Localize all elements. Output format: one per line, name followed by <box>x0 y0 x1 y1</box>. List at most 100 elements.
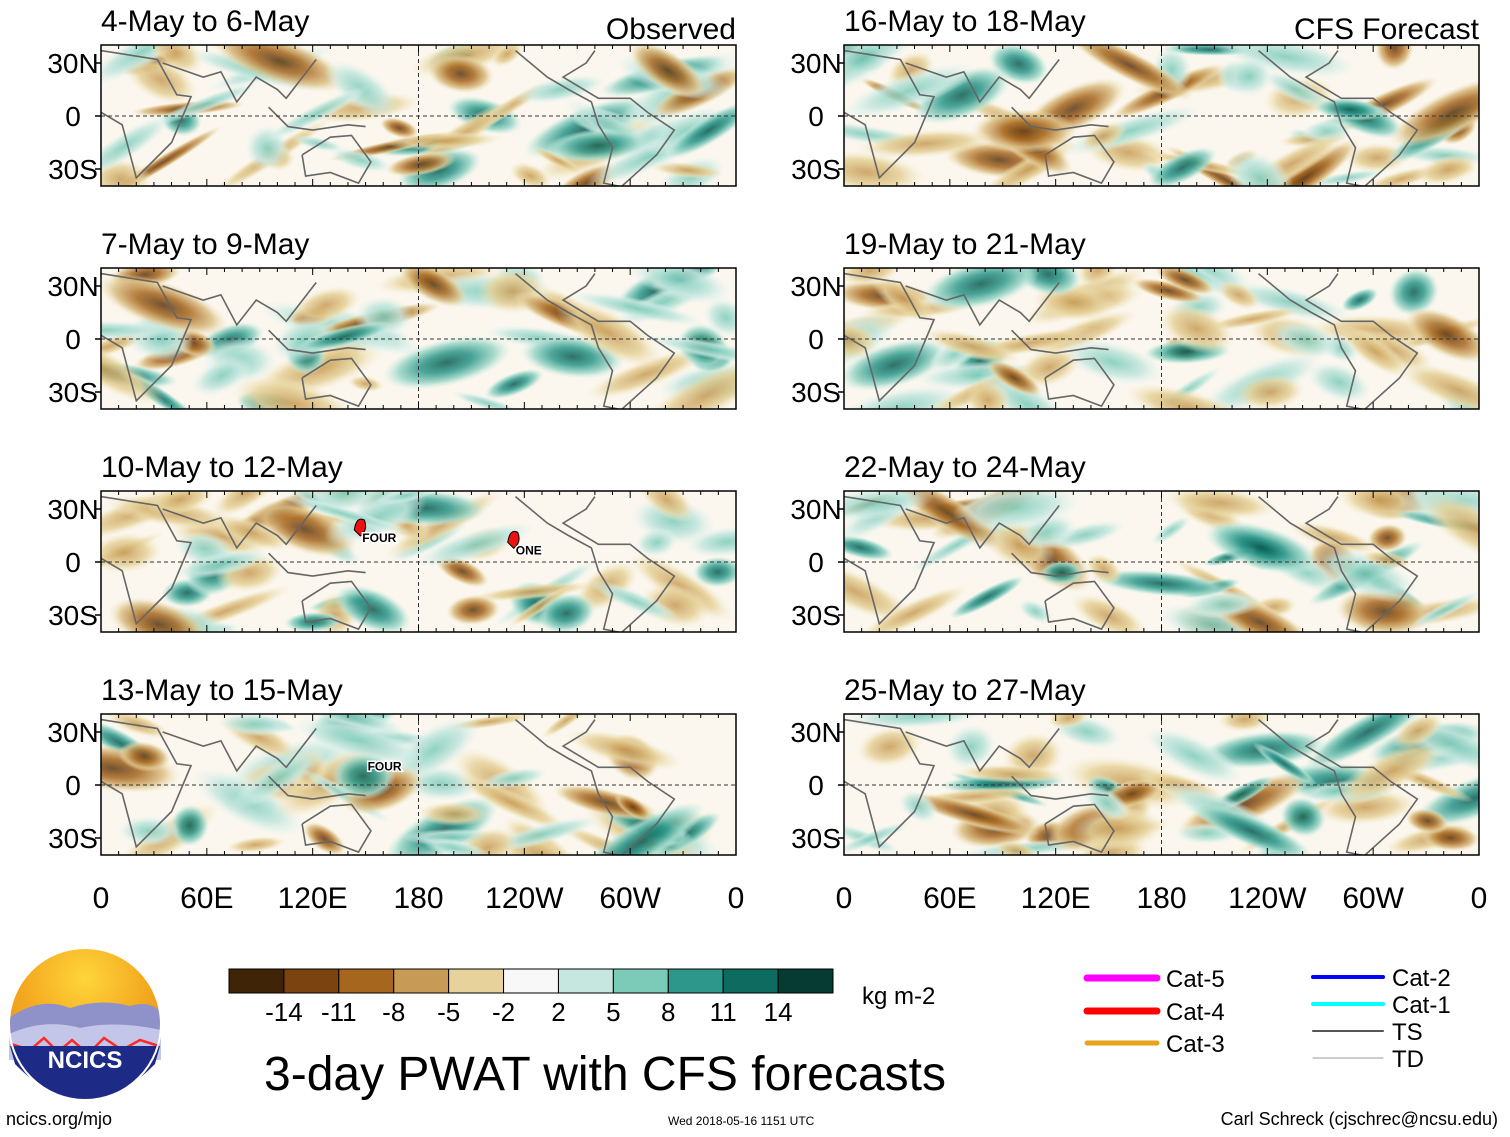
anomaly-blob <box>509 162 552 186</box>
anomaly-blob <box>537 592 596 632</box>
legend-item: TD <box>1312 1046 1424 1073</box>
map-panel: 30N 0 30S 22-May to 24-May <box>790 451 1480 633</box>
coastline <box>101 272 193 403</box>
anomaly-blob <box>1332 736 1449 807</box>
anomaly-blob <box>948 575 1025 619</box>
y-tick-label: 30N <box>47 494 98 525</box>
map-panel: 30N 0 30S 4-May to 6-May Observed <box>47 5 737 187</box>
footer-url[interactable]: ncics.org/mjo <box>6 1109 113 1129</box>
colorbar-swatch <box>612 968 669 994</box>
coastline <box>301 803 372 854</box>
anomaly-blob <box>385 151 456 177</box>
legend-label: Cat-2 <box>1392 965 1451 992</box>
coastline <box>514 718 676 855</box>
anomaly-blob <box>290 285 361 325</box>
anomaly-blob <box>955 764 1068 784</box>
coastline <box>301 134 372 185</box>
coastline <box>514 49 676 186</box>
coastline <box>268 106 366 131</box>
anomaly-blob <box>170 804 210 847</box>
colorbar-units: kg m-2 <box>862 983 935 1010</box>
coastline <box>905 505 1060 550</box>
coastline <box>301 357 372 408</box>
legend-label: Cat-3 <box>1166 1031 1225 1058</box>
anomaly-blob <box>101 45 200 86</box>
anomaly-blob <box>844 62 977 120</box>
anomaly-blob <box>1337 491 1420 520</box>
legend-label: Cat-5 <box>1166 966 1225 993</box>
anomaly-blob <box>1389 76 1479 148</box>
map-panel: 30N 0 30S 16-May to 18-May CFS Forecast <box>790 5 1480 187</box>
anomaly-blob <box>1405 307 1479 363</box>
panel-period-title: 4-May to 6-May <box>101 5 309 38</box>
coastlines <box>844 49 1419 186</box>
anomaly-blob <box>1225 149 1295 186</box>
anomaly-blob <box>398 268 468 308</box>
anomaly-blob <box>531 145 584 175</box>
anomaly-blob <box>507 584 574 628</box>
anomaly-blob <box>856 128 996 159</box>
anomaly-blob <box>1307 169 1386 186</box>
coastline <box>162 282 317 327</box>
anomaly-blob <box>1147 146 1218 186</box>
legend-item: Cat-2 <box>1311 965 1451 992</box>
anomaly-blob <box>291 135 345 152</box>
coastline <box>1011 106 1109 131</box>
chart-title: 3-day PWAT with CFS forecasts <box>264 1048 946 1101</box>
anomaly-blob <box>565 729 682 771</box>
y-tick-label: 0 <box>65 547 81 578</box>
anomaly-blob <box>844 534 894 561</box>
colorbar-tick-label: 14 <box>764 997 793 1027</box>
x-tick-label: 60E <box>923 882 976 915</box>
anomaly-blob <box>1079 121 1127 151</box>
anomaly-blob <box>1124 383 1251 409</box>
anomaly-blob <box>971 109 1078 153</box>
anomaly-blob <box>1409 591 1479 629</box>
coastline <box>844 718 936 849</box>
anomaly-blob <box>1204 520 1320 575</box>
panel-period-title: 7-May to 9-May <box>101 228 309 261</box>
coastline <box>514 272 676 409</box>
y-tick-label: 30N <box>47 48 98 79</box>
anomaly-blob <box>1076 268 1120 288</box>
colorbar-swatch <box>338 968 395 994</box>
y-tick-label: 0 <box>65 770 81 801</box>
anomaly-blob <box>1039 560 1084 586</box>
anomaly-blob <box>1131 277 1205 304</box>
x-tick-label: 0 <box>728 882 745 915</box>
y-tick-label: 30S <box>791 600 841 631</box>
panel-period-title: 22-May to 24-May <box>844 451 1086 484</box>
colorbar-tick-label: 8 <box>661 997 675 1027</box>
anomaly-blob <box>262 85 370 143</box>
anomaly-blob <box>703 297 736 338</box>
anomaly-blob <box>986 359 1043 397</box>
anomaly-blob <box>105 714 170 739</box>
y-tick-label: 30N <box>47 717 98 748</box>
map-panel: 30N 0 30S 10-May to 12-May FOUR ONE <box>47 451 737 633</box>
observed-column-label: Observed <box>606 13 736 46</box>
colorbar-tick-label: -11 <box>321 997 357 1027</box>
anomaly-blob <box>1017 347 1081 388</box>
colorbar-swatch <box>448 968 505 994</box>
coastline <box>268 552 366 577</box>
coastline <box>844 495 936 626</box>
anomaly-blob <box>1157 302 1236 355</box>
anomaly-blob <box>481 767 548 790</box>
colorbar-tick-label: -2 <box>492 997 515 1027</box>
anomaly-blob <box>156 82 260 125</box>
anomaly-blob <box>515 74 607 105</box>
colorbar-tick-label: 5 <box>606 997 620 1027</box>
anomaly-field <box>844 45 1479 186</box>
storm-label: ONE <box>516 543 542 557</box>
coastline <box>1257 272 1419 409</box>
anomaly-blob <box>1262 70 1330 109</box>
legend-item: Cat-5 <box>1083 966 1225 993</box>
legend-label: Cat-1 <box>1392 992 1451 1019</box>
anomaly-blob <box>635 527 678 558</box>
anomaly-blob <box>172 548 271 580</box>
anomaly-blob <box>101 532 163 574</box>
coastline <box>1044 580 1115 631</box>
legend-item: Cat-3 <box>1084 1031 1225 1058</box>
anomaly-blob <box>291 714 407 737</box>
